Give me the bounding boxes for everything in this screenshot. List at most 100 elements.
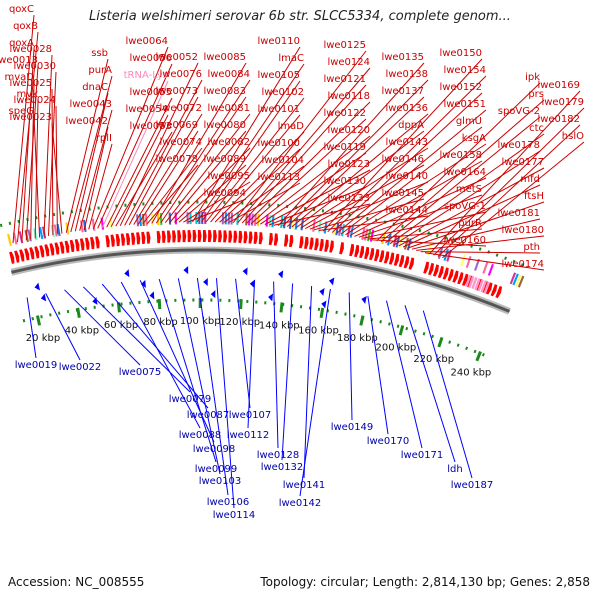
forward-gene-arrow [141, 231, 146, 245]
bottom-label-leader [101, 283, 209, 409]
reverse-gene-arrow [40, 293, 47, 302]
forward-gene-arrow [490, 284, 498, 297]
forward-gene-arrow [437, 265, 444, 279]
scale-tick [279, 302, 284, 313]
top-gene-label: lwe0145 [381, 188, 424, 199]
bottom-label-leader [216, 278, 235, 509]
bottom-gene-label: lwe0106 [207, 497, 250, 508]
top-label-leader [137, 130, 199, 225]
forward-gene-arrow [283, 234, 289, 247]
forward-gene-arrow [432, 264, 439, 277]
forward-gene-arrow [354, 244, 359, 258]
top-gene-label: speG [9, 106, 34, 117]
top-label-leader [442, 141, 585, 259]
forward-gene-arrow [309, 237, 314, 250]
scale-tick [76, 307, 81, 318]
top-gene-label: lwe0013 [0, 55, 38, 66]
bottom-gene-label: lwe0114 [213, 510, 256, 521]
top-gene-label: lwe0130 [323, 176, 366, 187]
top-label-leader [394, 150, 541, 246]
top-label-leader [305, 164, 425, 230]
cog-block [39, 227, 44, 240]
forward-gene-arrow [39, 245, 45, 258]
cog-block [250, 213, 254, 226]
top-gene-label: lwe0144 [385, 205, 428, 216]
top-label-leader [92, 46, 169, 229]
top-gene-label: lwe0135 [381, 52, 424, 63]
bottom-label-leader [299, 288, 331, 497]
reverse-gene-labels: lwe0019lwe0022lwe0075lwe0079lwe0087lwe00… [15, 277, 494, 521]
forward-gene-arrow [364, 246, 370, 260]
top-gene-label: rplI [96, 133, 112, 144]
forward-gene-arrow [177, 230, 182, 243]
reverse-gene-arrow [242, 267, 248, 276]
top-label-leader [133, 113, 203, 225]
top-label-leader [192, 46, 301, 223]
forward-gene-arrow [258, 232, 263, 245]
bottom-label-leader [158, 278, 217, 463]
forward-gene-arrow [233, 230, 238, 243]
top-gene-label: lwe0146 [381, 154, 424, 165]
top-label-leader [169, 130, 247, 223]
top-label-leader [124, 79, 203, 226]
top-label-leader [437, 124, 581, 257]
top-label-leader [277, 62, 425, 227]
top-label-leader [187, 198, 247, 223]
top-label-leader [79, 109, 113, 231]
top-label-leader [282, 79, 429, 227]
top-gene-label: lwe0028 [9, 44, 52, 55]
bottom-label-leader [247, 279, 256, 429]
top-gene-label: mvk [17, 89, 39, 100]
forward-gene-arrow [319, 238, 324, 252]
top-gene-label: lwe0180 [501, 225, 544, 236]
top-label-leader [385, 116, 541, 244]
bottom-gene-label: lwe0187 [451, 480, 494, 491]
scale-tick [116, 302, 121, 313]
top-label-leader [411, 218, 541, 250]
cog-block [7, 233, 12, 246]
top-label-leader [219, 148, 301, 223]
top-gene-label: lwe0073 [155, 86, 198, 97]
top-gene-label: lwe0052 [155, 52, 198, 63]
top-gene-label: lwe0122 [323, 108, 366, 119]
forward-gene-arrow [253, 231, 258, 244]
scale-label: 20 kbp [26, 333, 60, 344]
forward-gene-arrow [369, 247, 375, 261]
top-label-leader [115, 131, 173, 227]
top-gene-label: lwe0152 [439, 82, 482, 93]
scale-label: 180 kbp [337, 333, 378, 344]
forward-gene-arrow [34, 246, 40, 259]
top-gene-label: lwe0053 [129, 121, 172, 132]
top-label-leader [119, 62, 199, 227]
forward-gene-arrow [243, 231, 248, 244]
forward-gene-arrow [273, 233, 279, 246]
bottom-label-leader [281, 283, 294, 461]
top-gene-label: lmaC [278, 53, 304, 64]
forward-gene-arrow [461, 273, 469, 286]
bottom-gene-label: lwe0019 [15, 360, 58, 371]
reverse-gene-arrow [361, 296, 367, 304]
top-gene-label: lwe0080 [203, 120, 246, 131]
top-gene-label: lwe0143 [385, 137, 428, 148]
forward-gene-arrow [213, 230, 217, 243]
bottom-gene-label: lwe0171 [401, 450, 444, 461]
top-gene-label: lwe0110 [257, 36, 300, 47]
forward-gene-arrow [146, 231, 151, 244]
forward-gene-arrow [166, 230, 171, 243]
reverse-gene-arrow [203, 278, 208, 287]
forward-gene-arrow [268, 232, 273, 246]
scale-tick [319, 307, 325, 319]
top-label-leader [97, 63, 173, 229]
top-label-leader [214, 131, 305, 223]
forward-gene-arrow [428, 262, 434, 276]
top-label-leader [246, 101, 371, 224]
top-gene-label: lwe0076 [159, 69, 202, 80]
bottom-label-leader [196, 277, 229, 496]
bottom-gene-label: lwe0132 [261, 462, 304, 473]
top-gene-label: lwe0089 [203, 154, 246, 165]
top-gene-label: lwe0085 [203, 52, 246, 63]
rrna-block [474, 278, 481, 291]
reverse-gene-arrow [321, 300, 327, 309]
cog-block [91, 218, 96, 231]
